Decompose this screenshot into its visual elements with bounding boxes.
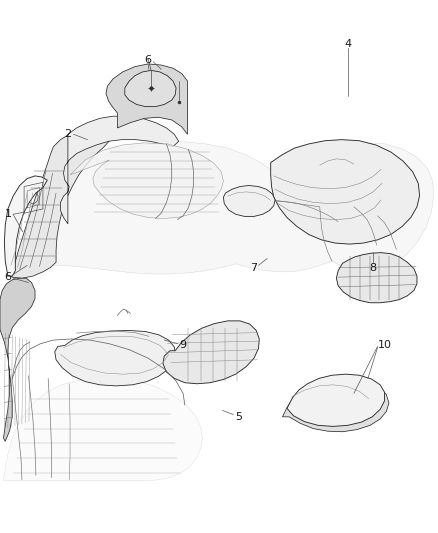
Polygon shape: [8, 129, 113, 278]
Text: 10: 10: [378, 341, 392, 350]
Polygon shape: [0, 278, 35, 441]
Text: 6: 6: [4, 272, 11, 282]
Polygon shape: [4, 378, 202, 481]
Text: 6: 6: [145, 55, 152, 64]
Polygon shape: [283, 378, 389, 432]
Polygon shape: [287, 374, 385, 426]
Polygon shape: [4, 176, 47, 276]
Polygon shape: [163, 321, 259, 384]
Polygon shape: [55, 330, 175, 386]
Polygon shape: [70, 143, 223, 219]
Polygon shape: [60, 116, 179, 224]
Text: 1: 1: [4, 209, 11, 219]
Text: 2: 2: [64, 130, 71, 139]
Polygon shape: [223, 185, 275, 216]
Polygon shape: [24, 141, 434, 274]
Polygon shape: [125, 70, 176, 107]
Text: 7: 7: [250, 263, 257, 272]
Polygon shape: [336, 253, 417, 303]
Text: 8: 8: [370, 263, 377, 272]
Polygon shape: [271, 140, 420, 244]
Polygon shape: [106, 64, 187, 134]
Text: 4: 4: [345, 39, 352, 49]
Text: 5: 5: [235, 412, 242, 422]
Text: 9: 9: [180, 341, 187, 350]
